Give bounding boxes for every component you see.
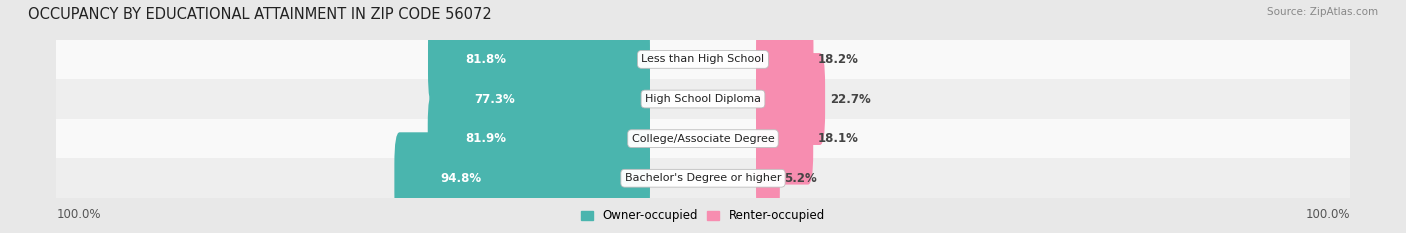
Text: OCCUPANCY BY EDUCATIONAL ATTAINMENT IN ZIP CODE 56072: OCCUPANCY BY EDUCATIONAL ATTAINMENT IN Z… <box>28 7 492 22</box>
Text: 94.8%: 94.8% <box>440 172 481 185</box>
Text: 81.9%: 81.9% <box>465 132 506 145</box>
Text: 81.8%: 81.8% <box>465 53 506 66</box>
FancyBboxPatch shape <box>427 93 650 185</box>
Text: Less than High School: Less than High School <box>641 55 765 64</box>
FancyBboxPatch shape <box>56 79 1350 119</box>
FancyBboxPatch shape <box>56 40 1350 79</box>
FancyBboxPatch shape <box>756 14 814 105</box>
FancyBboxPatch shape <box>756 132 780 224</box>
FancyBboxPatch shape <box>756 93 813 185</box>
Text: College/Associate Degree: College/Associate Degree <box>631 134 775 144</box>
Text: High School Diploma: High School Diploma <box>645 94 761 104</box>
Legend: Owner-occupied, Renter-occupied: Owner-occupied, Renter-occupied <box>576 205 830 227</box>
Text: 5.2%: 5.2% <box>785 172 817 185</box>
Text: 22.7%: 22.7% <box>830 93 870 106</box>
Text: 18.2%: 18.2% <box>818 53 859 66</box>
Text: 18.1%: 18.1% <box>818 132 859 145</box>
Text: Bachelor's Degree or higher: Bachelor's Degree or higher <box>624 173 782 183</box>
Text: 100.0%: 100.0% <box>1305 208 1350 221</box>
FancyBboxPatch shape <box>427 14 650 105</box>
FancyBboxPatch shape <box>56 158 1350 198</box>
FancyBboxPatch shape <box>440 53 650 145</box>
Text: 77.3%: 77.3% <box>474 93 515 106</box>
Text: 100.0%: 100.0% <box>56 208 101 221</box>
FancyBboxPatch shape <box>756 53 825 145</box>
FancyBboxPatch shape <box>394 132 650 224</box>
Text: Source: ZipAtlas.com: Source: ZipAtlas.com <box>1267 7 1378 17</box>
FancyBboxPatch shape <box>56 119 1350 158</box>
